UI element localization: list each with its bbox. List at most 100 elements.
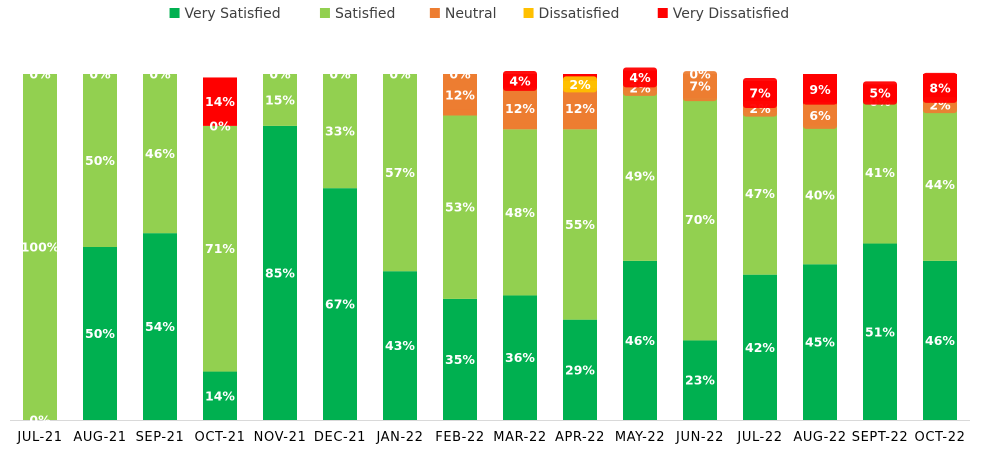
legend-swatch-very-dissatisfied	[657, 8, 668, 18]
bar-feb-22-very-satisfied	[443, 298, 477, 420]
data-label-jan-22-very-satisfied: 43%	[385, 338, 415, 353]
data-label-jul-21-very-satisfied: 0%	[29, 413, 51, 428]
data-label-mar-22-very-satisfied: 36%	[505, 350, 535, 365]
legend-label-very-satisfied: Very Satisfied	[185, 6, 281, 22]
data-label-jun-22-very-dissatisfied: 0%	[689, 67, 711, 82]
data-label-may-22-very-dissatisfied: 4%	[629, 70, 651, 85]
data-label-oct-22-very-dissatisfied: 8%	[929, 80, 951, 95]
data-label-aug-22-neutral: 6%	[809, 108, 831, 123]
bar-jul-22-very-satisfied	[743, 274, 777, 420]
data-label-dec-21-very-satisfied: 67%	[325, 297, 355, 312]
data-label-aug-22-very-dissatisfied: 9%	[809, 82, 831, 97]
data-label-oct-21-very-satisfied: 14%	[205, 388, 235, 403]
x-tick-label-jul-21: JUL-21	[16, 430, 62, 445]
x-tick-label-sep-21: SEP-21	[136, 430, 185, 445]
data-label-mar-22-neutral: 12%	[505, 101, 535, 116]
x-tick-label-jun-22: JUN-22	[675, 430, 724, 445]
bar-aug-21-very-satisfied	[83, 247, 117, 420]
data-label-feb-22-neutral: 12%	[445, 87, 475, 102]
x-tick-label-jul-22: JUL-22	[736, 430, 782, 445]
legend-swatch-dissatisfied	[523, 8, 534, 18]
data-label-oct-21-satisfied: 71%	[205, 241, 235, 256]
x-tick-label-oct-21: OCT-21	[195, 430, 246, 445]
data-label-aug-21-very-satisfied: 50%	[85, 326, 115, 341]
legend-swatch-satisfied	[319, 8, 330, 18]
data-label-dec-21-satisfied: 33%	[325, 124, 355, 139]
bar-jun-22-very-satisfied	[683, 340, 717, 420]
data-label-apr-22-neutral: 12%	[565, 101, 595, 116]
data-label-jul-22-very-dissatisfied: 7%	[749, 86, 771, 101]
bar-oct-21-satisfied	[203, 125, 237, 372]
bar-aug-22-satisfied	[803, 125, 837, 265]
legend-item-neutral: Neutral	[429, 6, 497, 22]
x-tick-label-may-22: MAY-22	[615, 430, 665, 445]
x-tick-label-oct-22: OCT-22	[915, 430, 966, 445]
legend-item-very-dissatisfied: Very Dissatisfied	[657, 6, 789, 22]
label-badge-aug-22-very-dissatisfied	[803, 74, 837, 105]
data-label-apr-22-very-satisfied: 29%	[565, 362, 595, 377]
data-labels: 0% 100% 0% 50% 50% 0% 54% 46% 0% 14% 71% 0% 14% 85% 15…	[21, 67, 957, 428]
x-tick-label-sept-22: SEPT-22	[852, 430, 909, 445]
label-badge-oct-21-very-dissatisfied	[203, 86, 237, 117]
bar-sept-22-very-satisfied	[863, 243, 897, 420]
x-tick-label-mar-22: MAR-22	[493, 430, 546, 445]
bar-nov-21-satisfied	[263, 74, 297, 126]
bar-aug-21-satisfied	[83, 74, 117, 247]
x-tick-label-apr-22: APR-22	[555, 430, 605, 445]
data-label-nov-21-neutral: 0%	[269, 67, 291, 82]
data-label-sept-22-very-dissatisfied: 5%	[869, 86, 891, 101]
bar-may-22-satisfied	[623, 91, 657, 261]
bar-jan-22-satisfied	[383, 74, 417, 272]
data-label-jul-22-satisfied: 47%	[745, 186, 775, 201]
x-tick-label-jan-22: JAN-22	[375, 430, 423, 445]
legend-item-very-satisfied: Very Satisfied	[169, 6, 281, 22]
bar-mar-22-very-satisfied	[503, 295, 537, 420]
bar-sept-22-satisfied	[863, 101, 897, 244]
data-label-aug-21-satisfied: 50%	[85, 153, 115, 168]
data-label-apr-22-satisfied: 55%	[565, 217, 595, 232]
data-label-jun-22-satisfied: 70%	[685, 212, 715, 227]
bar-jun-22-satisfied	[683, 98, 717, 341]
x-tick-label-feb-22: FEB-22	[435, 430, 484, 445]
label-badge-apr-22-dissatisfied	[563, 76, 597, 93]
data-label-sep-21-very-satisfied: 54%	[145, 319, 175, 334]
data-label-sept-22-satisfied: 41%	[865, 165, 895, 180]
data-label-may-22-satisfied: 49%	[625, 169, 655, 184]
data-label-sep-21-neutral: 0%	[149, 67, 171, 82]
legend-label-satisfied: Satisfied	[335, 6, 395, 22]
data-label-mar-22-satisfied: 48%	[505, 205, 535, 220]
bar-oct-21-very-satisfied	[203, 371, 237, 420]
data-label-nov-21-very-satisfied: 85%	[265, 265, 295, 280]
label-badge-mar-22-very-dissatisfied	[503, 71, 537, 91]
data-label-jul-21-satisfied: 100%	[21, 240, 60, 255]
bar-nov-21-very-satisfied	[263, 125, 297, 421]
data-label-oct-21-neutral: 0%	[209, 118, 231, 133]
bar-oct-22-satisfied	[923, 108, 957, 261]
label-badge-feb-22-neutral	[443, 79, 477, 110]
data-label-oct-22-very-satisfied: 46%	[925, 333, 955, 348]
bar-may-22-very-satisfied	[623, 260, 657, 420]
data-label-mar-22-very-dissatisfied: 4%	[509, 73, 531, 88]
x-tick-label-nov-21: NOV-21	[254, 430, 307, 445]
x-tick-label-aug-21: AUG-21	[73, 430, 126, 445]
bar-jul-22-satisfied	[743, 112, 777, 275]
label-badge-apr-22-neutral	[563, 93, 597, 124]
data-label-jul-21-neutral: 0%	[29, 67, 51, 82]
x-tick-label-dec-21: DEC-21	[314, 430, 366, 445]
bar-dec-21-satisfied	[323, 74, 357, 189]
data-label-oct-21-very-dissatisfied: 14%	[205, 94, 235, 109]
data-label-jan-22-satisfied: 57%	[385, 165, 415, 180]
data-label-aug-21-neutral: 0%	[89, 67, 111, 82]
data-label-aug-22-satisfied: 40%	[805, 188, 835, 203]
data-label-jun-22-neutral: 7%	[689, 79, 711, 94]
bar-sep-21-satisfied	[143, 74, 177, 234]
legend-label-very-dissatisfied: Very Dissatisfied	[673, 6, 789, 22]
legend-label-dissatisfied: Dissatisfied	[539, 6, 620, 22]
data-label-jun-22-very-satisfied: 23%	[685, 373, 715, 388]
bar-jul-21-satisfied	[23, 74, 57, 420]
data-label-feb-22-very-satisfied: 35%	[445, 352, 475, 367]
legend-label-neutral: Neutral	[445, 6, 497, 22]
x-tick-label-aug-22: AUG-22	[793, 430, 846, 445]
